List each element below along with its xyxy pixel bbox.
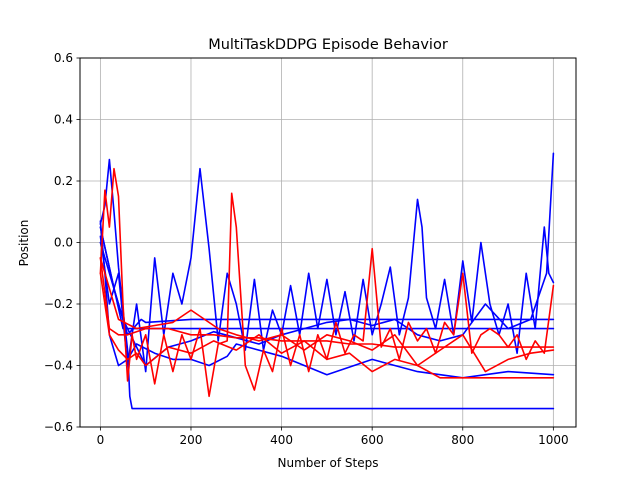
series-layer (99, 152, 555, 410)
x-tick-label: 800 (451, 433, 474, 447)
chart-title: MultiTaskDDPG Episode Behavior (208, 37, 448, 53)
series-line-10 (99, 257, 555, 373)
y-tick-label: 0.2 (54, 174, 73, 188)
y-tick-label: −0.6 (44, 420, 73, 434)
y-tick-label: −0.2 (44, 297, 73, 311)
x-tick-label: 200 (180, 433, 203, 447)
y-tick-label: 0.6 (54, 51, 73, 65)
series-line-3 (99, 167, 555, 373)
x-tick-label: 1000 (538, 433, 569, 447)
y-tick-label: −0.4 (44, 359, 73, 373)
series-line-8 (99, 272, 555, 379)
series-line-2 (99, 220, 555, 379)
grid-layer (80, 57, 576, 428)
y-tick-label: 0.4 (54, 113, 73, 127)
y-tick-label: 0.0 (54, 236, 73, 250)
x-tick-label: 400 (270, 433, 293, 447)
tick-layer: 0 200 400 600 800 1000 −0.6 −0.4 −0.2 0.0 0.2 0.4 0.… (44, 51, 569, 447)
y-axis-label: Position (17, 220, 31, 267)
x-tick-label: 600 (361, 433, 384, 447)
x-axis-label: Number of Steps (278, 456, 379, 470)
series-line-7 (99, 167, 555, 398)
series-line-1 (99, 158, 555, 410)
x-tick-label: 0 (97, 433, 105, 447)
